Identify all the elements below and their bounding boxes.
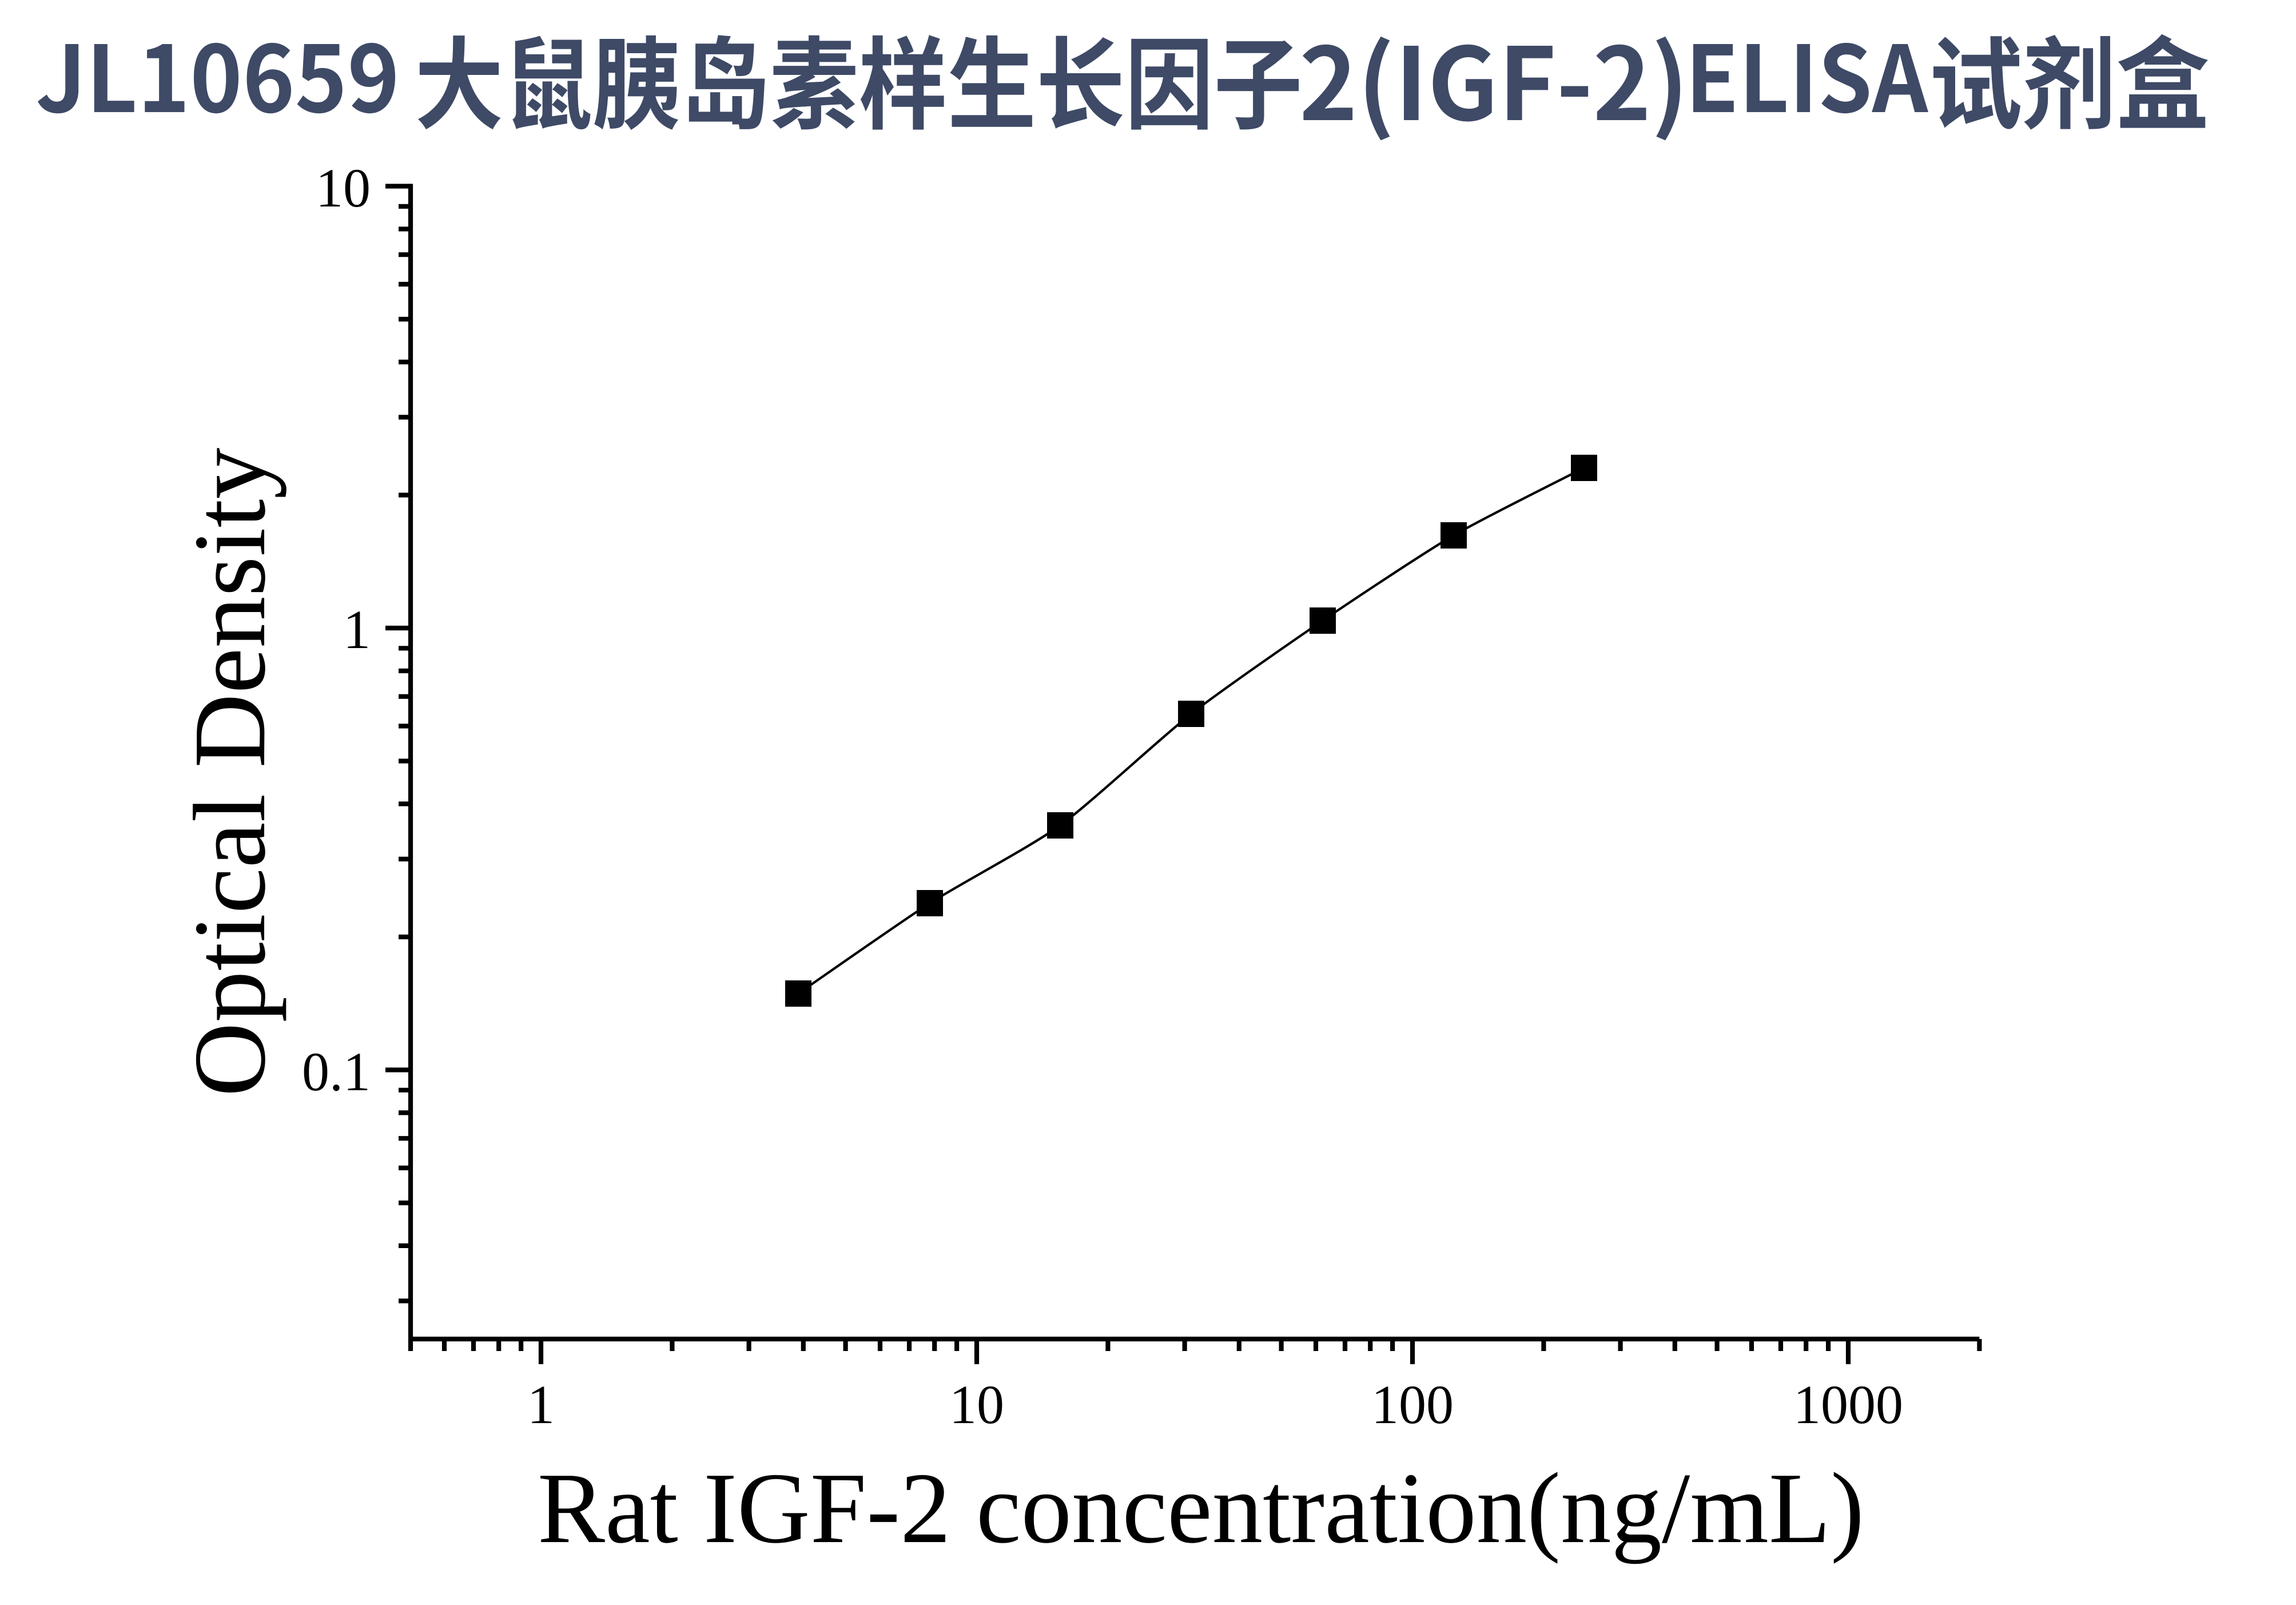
svg-text:1: 1 — [527, 1374, 555, 1435]
svg-text:10: 10 — [316, 157, 371, 218]
svg-text:Optical Density: Optical Density — [173, 448, 286, 1097]
svg-text:1000: 1000 — [1793, 1374, 1903, 1435]
svg-text:10: 10 — [949, 1374, 1004, 1435]
svg-text:100: 100 — [1371, 1374, 1454, 1435]
svg-text:Rat IGF-2 concentration(ng/mL): Rat IGF-2 concentration(ng/mL) — [538, 1452, 1864, 1564]
svg-text:0.1: 0.1 — [302, 1041, 371, 1102]
svg-text:1: 1 — [343, 599, 371, 660]
